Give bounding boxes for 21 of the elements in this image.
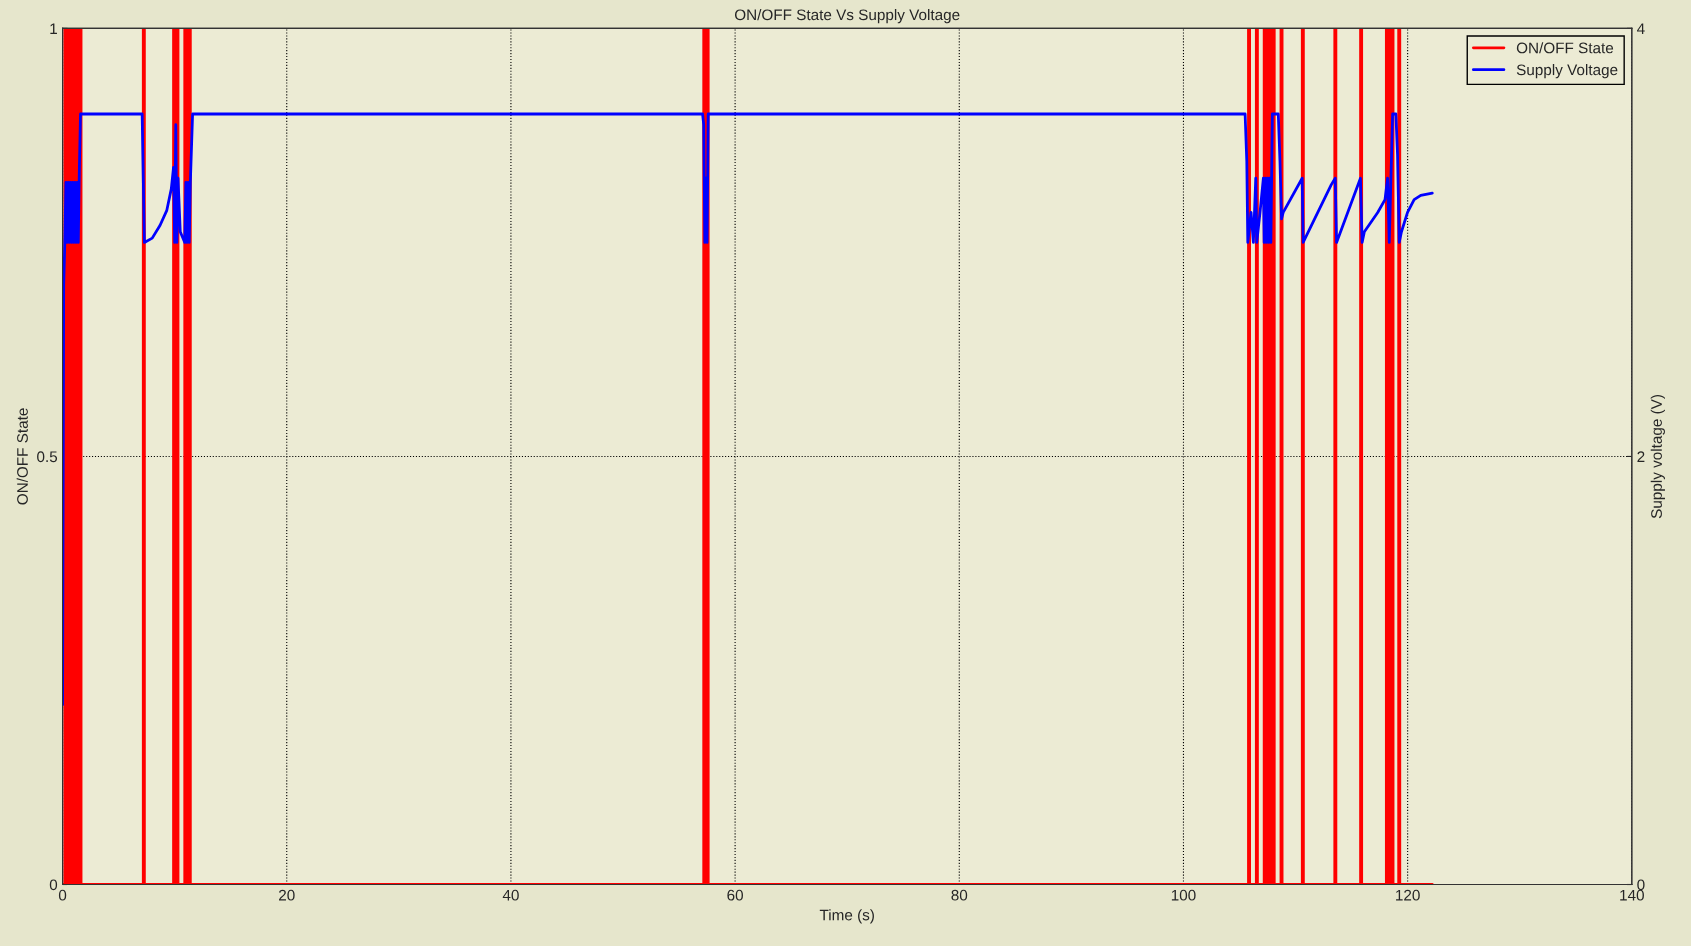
legend-label: ON/OFF State (1516, 42, 1614, 54)
x-tick-label: 120 (1396, 889, 1420, 901)
legend-label: Supply Voltage (1516, 64, 1618, 79)
chart-title: ON/OFF State Vs Supply Voltage (734, 8, 960, 24)
x-tick-label: 140 (1620, 889, 1644, 901)
x-tick-label: 100 (1171, 889, 1196, 901)
x-axis-title: Time (s) (819, 909, 874, 924)
x-tick-label: 20 (279, 889, 295, 901)
y2-tick-label: 0 (1637, 879, 1645, 891)
y2-tick-label: 2 (1637, 451, 1645, 462)
x-tick-label: 40 (502, 889, 519, 901)
y2-tick-label: 4 (1637, 23, 1645, 34)
y-axis-title: ON/OFF State (16, 408, 28, 505)
x-tick-label: 80 (951, 889, 968, 901)
x-tick-label: 60 (727, 889, 743, 901)
y-tick-label: 1 (50, 23, 57, 34)
y-tick-label: 0.5 (37, 451, 58, 463)
y-tick-label: 0 (49, 879, 58, 891)
y2-axis-title: Supply voltage (V) (1650, 394, 1665, 519)
x-tick-label: 0 (58, 889, 67, 901)
line-series (62, 112, 1434, 707)
